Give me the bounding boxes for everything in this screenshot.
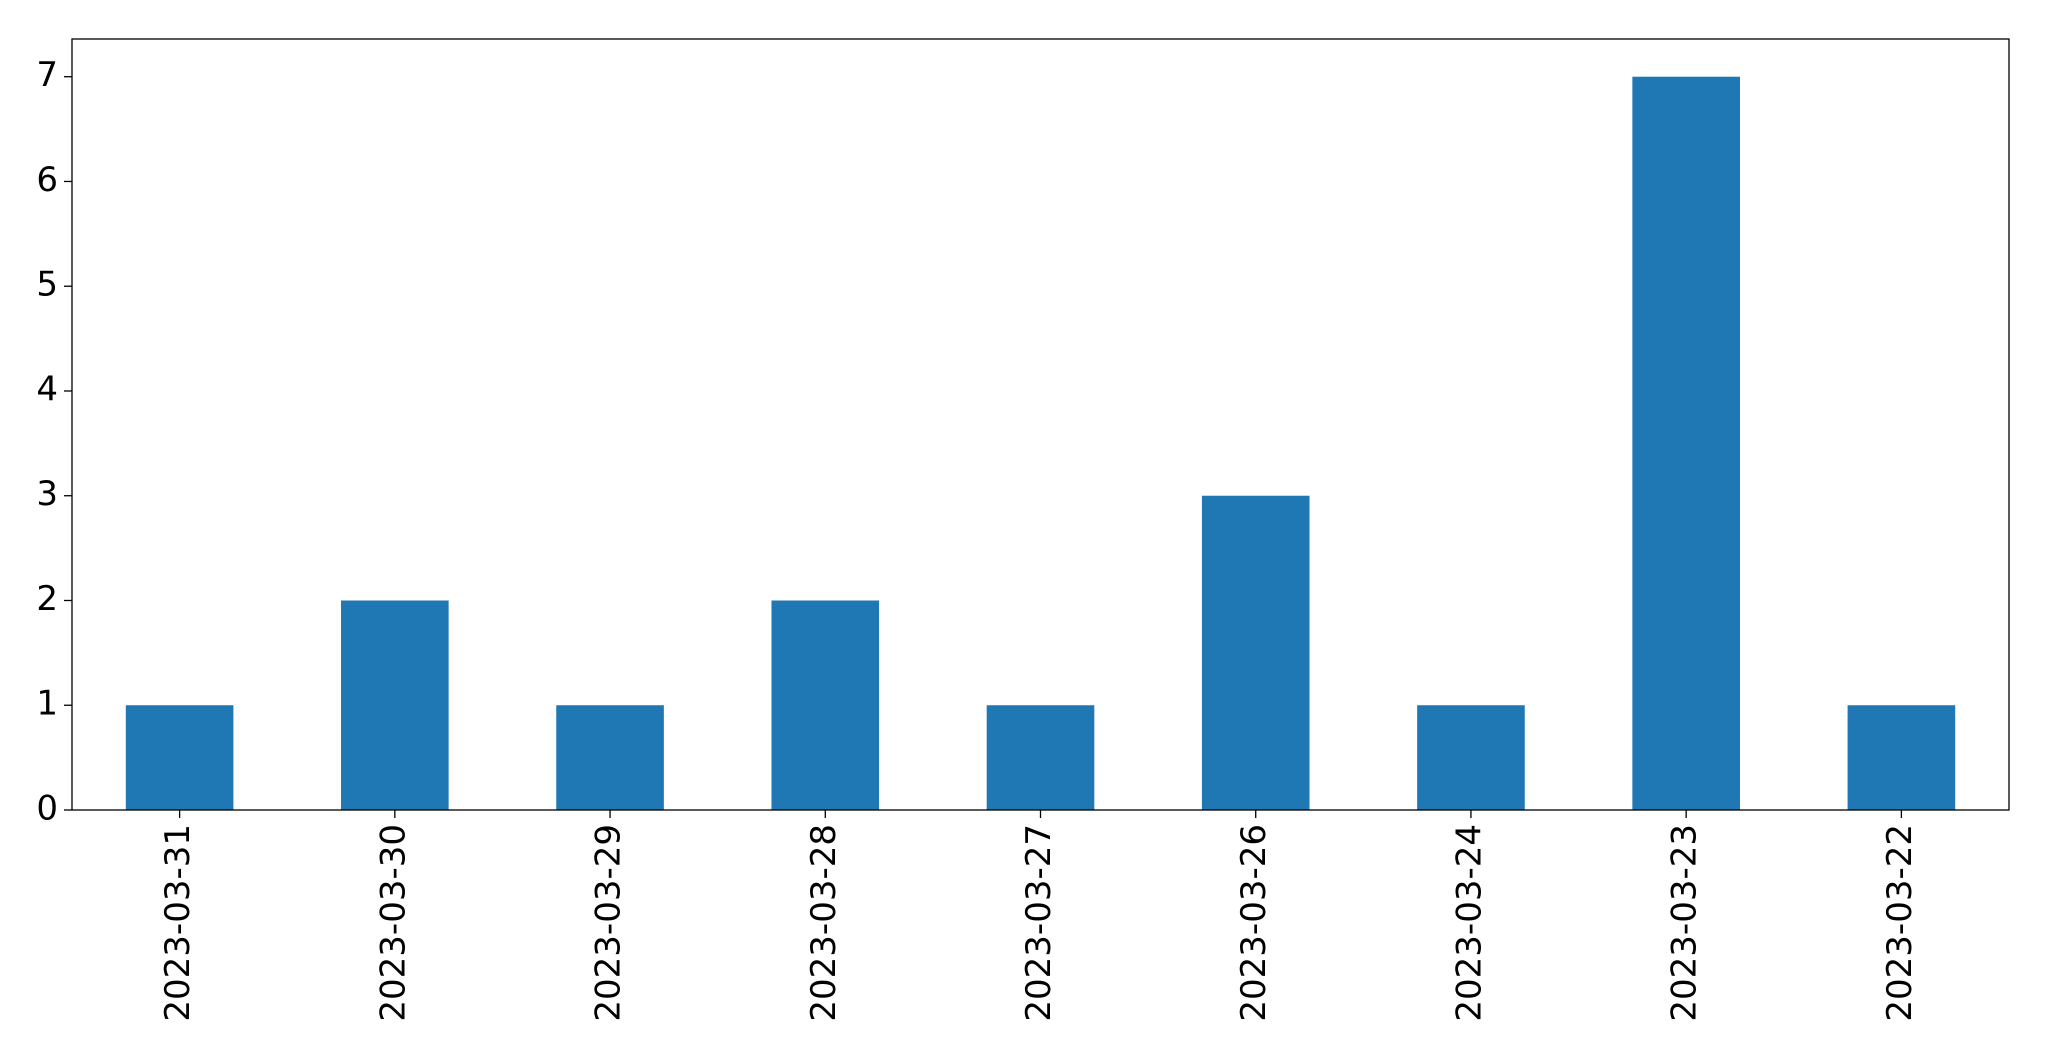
x-tick-label: 2023-03-29: [589, 824, 629, 1022]
y-tick-label: 1: [36, 684, 58, 724]
bar: [1632, 76, 1740, 810]
x-tick-label: 2023-03-22: [1880, 824, 1920, 1022]
x-tick-label: 2023-03-24: [1449, 824, 1489, 1022]
x-tick-label: 2023-03-28: [804, 824, 844, 1022]
x-tick-label: 2023-03-27: [1019, 824, 1059, 1022]
x-tick-label: 2023-03-31: [158, 824, 198, 1022]
bar: [125, 705, 234, 810]
y-tick-label: 7: [36, 55, 58, 95]
y-tick-label: 2: [36, 579, 58, 619]
y-tick-label: 6: [36, 160, 58, 200]
plot-frame: [71, 38, 2010, 811]
y-tick-label: 4: [36, 369, 58, 409]
bar: [1201, 495, 1310, 810]
bar: [556, 705, 664, 810]
y-tick-label: 3: [36, 474, 58, 514]
bar: [341, 600, 449, 810]
x-tick-label: 2023-03-26: [1234, 824, 1274, 1022]
y-tick-label: 0: [36, 789, 58, 829]
x-tick-label: 2023-03-23: [1665, 824, 1705, 1022]
x-tick-label: 2023-03-30: [373, 824, 413, 1022]
bar: [1847, 705, 1956, 810]
bar: [771, 600, 880, 810]
bar: [986, 705, 1095, 810]
y-tick-label: 5: [36, 265, 58, 305]
bar: [1417, 705, 1525, 810]
